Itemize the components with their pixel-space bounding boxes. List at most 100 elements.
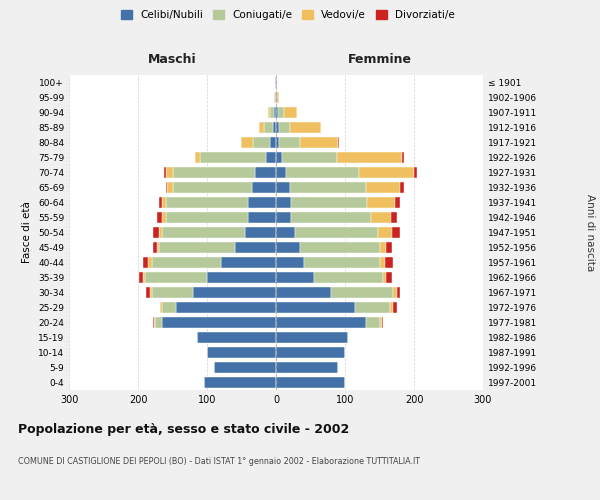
Bar [277,92,279,104]
Bar [176,302,276,314]
Bar [157,242,158,254]
Bar [304,256,380,268]
Bar [166,212,248,224]
Bar [414,166,418,178]
Bar [207,272,276,283]
Bar [214,362,276,374]
Bar [395,196,400,208]
Bar [331,286,394,298]
Bar [371,212,391,224]
Bar [367,196,395,208]
Bar [394,302,397,314]
Bar [143,272,145,283]
Bar [275,76,276,88]
Bar [397,286,400,298]
Bar [266,152,276,164]
Bar [276,152,281,164]
Text: COMUNE DI CASTIGLIONE DEI PEPOLI (BO) - Dati ISTAT 1° gennaio 2002 - Elaborazion: COMUNE DI CASTIGLIONE DEI PEPOLI (BO) - … [18,458,420,466]
Bar [295,226,378,238]
Bar [256,166,276,178]
Bar [148,256,152,268]
Bar [153,226,158,238]
Bar [281,152,337,164]
Bar [280,136,300,148]
Text: Maschi: Maschi [148,53,197,66]
Bar [264,122,272,134]
Bar [166,196,248,208]
Bar [394,286,397,298]
Bar [162,226,245,238]
Bar [173,182,252,194]
Bar [150,286,152,298]
Bar [152,286,193,298]
Bar [155,316,162,328]
Bar [276,272,314,283]
Bar [139,272,143,283]
Bar [152,256,221,268]
Bar [385,256,394,268]
Bar [386,242,392,254]
Bar [300,136,338,148]
Bar [276,302,355,314]
Bar [276,332,349,344]
Bar [248,196,276,208]
Bar [276,92,277,104]
Bar [143,256,148,268]
Bar [276,256,304,268]
Legend: Celibi/Nubili, Coniugati/e, Vedovi/e, Divorziati/e: Celibi/Nubili, Coniugati/e, Vedovi/e, Di… [117,6,459,25]
Bar [314,272,383,283]
Bar [390,302,394,314]
Bar [271,106,274,118]
Bar [272,122,276,134]
Bar [383,272,386,283]
Bar [159,226,162,238]
Bar [276,212,291,224]
Bar [391,212,397,224]
Bar [166,182,167,194]
Bar [338,136,340,148]
Bar [276,286,331,298]
Bar [290,122,321,134]
Text: Femmine: Femmine [347,53,412,66]
Bar [402,152,404,164]
Bar [271,136,276,148]
Bar [276,316,366,328]
Bar [380,316,382,328]
Bar [203,376,276,388]
Bar [276,346,345,358]
Bar [276,166,286,178]
Bar [276,242,300,254]
Bar [145,272,207,283]
Bar [252,182,276,194]
Bar [248,212,276,224]
Bar [221,256,276,268]
Bar [162,196,166,208]
Bar [153,242,157,254]
Bar [259,122,264,134]
Bar [366,316,380,328]
Bar [159,196,162,208]
Bar [173,166,256,178]
Bar [276,196,291,208]
Bar [276,376,345,388]
Bar [235,242,276,254]
Bar [380,256,385,268]
Bar [166,166,173,178]
Bar [241,136,253,148]
Bar [278,106,284,118]
Bar [162,316,276,328]
Bar [380,242,386,254]
Y-axis label: Anni di nascita: Anni di nascita [585,194,595,271]
Bar [162,302,176,314]
Bar [160,302,162,314]
Bar [386,272,392,283]
Bar [164,166,166,178]
Bar [253,136,271,148]
Bar [355,302,390,314]
Bar [154,316,155,328]
Bar [200,152,266,164]
Bar [274,106,276,118]
Bar [193,286,276,298]
Bar [337,152,402,164]
Bar [392,226,400,238]
